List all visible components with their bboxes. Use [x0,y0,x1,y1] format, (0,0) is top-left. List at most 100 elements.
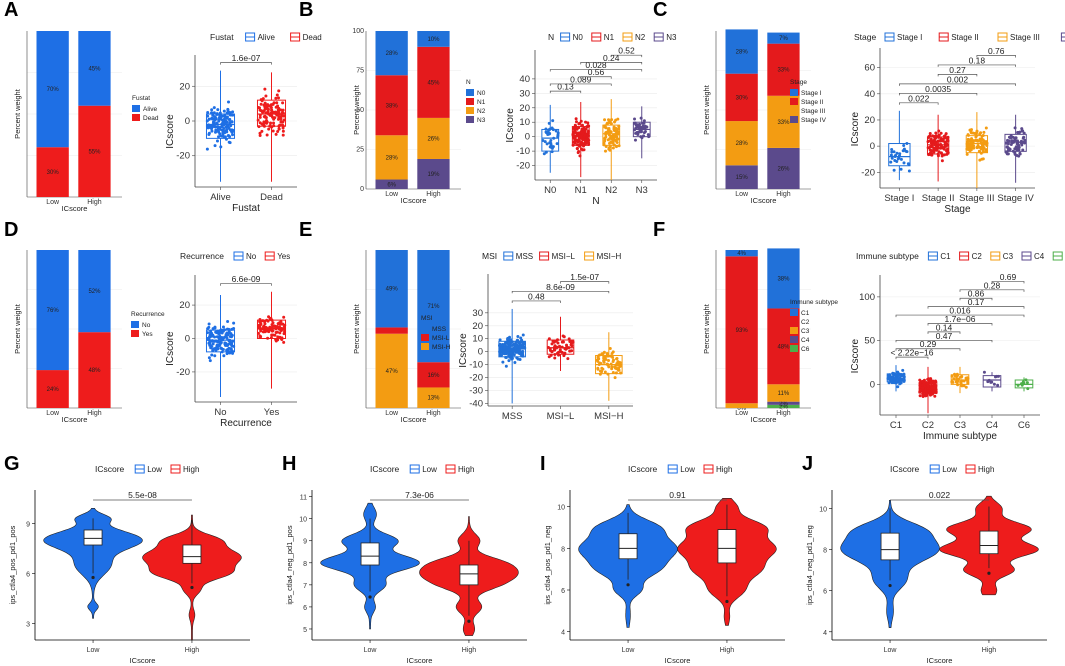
data-point [555,142,559,146]
data-point [269,121,273,125]
y-tick-label: 7 [303,583,307,590]
data-point [931,391,935,395]
data-point [1021,136,1025,140]
data-point [607,358,611,362]
data-point [208,359,212,363]
significance-bracket [899,102,939,105]
legend-key-c6 [790,345,798,352]
data-point [1022,131,1026,135]
data-point [561,340,565,344]
y-tick-label: 0 [185,116,190,127]
data-point [550,126,554,130]
y-axis-title: ips_ctla4_pos_pd1_pos [8,525,17,604]
legend-label: No [142,322,151,329]
data-point [228,117,232,121]
x-tick-label: Low [735,410,749,417]
significance-bracket [220,283,272,286]
legend-e2-label-0: MSS [516,252,533,261]
data-point [1009,136,1013,140]
bar-segment-mss-low [375,250,408,328]
outlier-point [368,595,372,599]
legend-f2-label-3: C4 [1034,252,1045,261]
legend-label: Stage IV [801,117,827,124]
p-value-label: 0.002 [947,74,969,84]
p-value-label: 0.48 [528,291,545,301]
data-point [1018,151,1022,155]
data-point [214,121,218,125]
data-point [993,375,997,379]
data-point [258,334,262,338]
data-point [266,107,270,111]
y-axis-title: ICscore [165,114,176,149]
legend-title: Immune subtype [790,299,838,306]
data-point [514,346,518,350]
data-point [978,158,982,162]
x-tick-label: N2 [605,185,617,196]
y-tick-label: 30 [472,308,483,319]
data-point [213,354,217,358]
data-point [560,350,564,354]
p-value-label: 0.29 [920,339,937,349]
bar-segment-stage-iii-low [725,121,758,166]
data-point [1021,129,1025,133]
data-point [937,129,941,133]
legend-label: C6 [801,346,810,353]
data-point [560,345,564,349]
data-point [1017,154,1021,158]
bar-segment-n1-low [375,75,408,136]
bar-segment-dead-low [36,147,69,197]
box-low [880,532,900,561]
legend-label: N0 [477,90,486,97]
data-point [220,122,224,126]
data-point [570,349,574,353]
data-point [269,111,273,115]
data-point [928,151,932,155]
legend-b2-label-2: N2 [635,33,646,42]
y-tick-label: 20 [179,300,190,311]
data-point [607,127,611,131]
legend-e2-label-1: MSI−L [552,252,576,261]
data-point [603,136,607,140]
data-point [566,357,570,361]
data-point [981,138,985,142]
legend-key-yes [131,330,139,337]
data-point [280,110,284,114]
y-tick-label: 8 [823,548,827,555]
data-point [207,133,211,137]
data-point [586,121,590,125]
bar-segment-msi-l-low [375,327,408,334]
data-point [906,162,910,166]
box-low [360,542,380,566]
data-point [956,378,960,382]
data-point [892,168,896,172]
data-point [264,119,268,123]
x-tick-label: No [214,407,226,418]
p-value-label: 0.022 [929,490,951,500]
data-point [259,102,263,106]
legend-key-n0 [466,89,474,96]
data-point [514,343,518,347]
data-point [542,152,546,156]
legend-j-title: ICscore [890,464,920,474]
x-tick-label: Stage II [922,193,955,204]
bar-segment-stage-iv-high [767,147,800,189]
y-tick-label: 8 [303,561,307,568]
legend-label: N2 [477,108,486,115]
significance-bracket [895,356,929,360]
legend-label: Yes [142,331,153,338]
data-label: 11% [778,391,790,397]
significance-bracket [220,62,272,65]
y-tick-label: 6 [823,589,827,596]
legend-a2-label-1: Dead [303,33,322,42]
data-point [231,133,235,137]
data-point [927,139,931,143]
x-axis-title: Immune subtype [923,431,997,442]
data-point [220,118,224,122]
legend-key-stage i [790,89,798,96]
data-point [208,342,212,346]
data-point [603,370,607,374]
data-point [585,125,589,129]
data-point [976,144,980,148]
data-point [257,106,261,110]
